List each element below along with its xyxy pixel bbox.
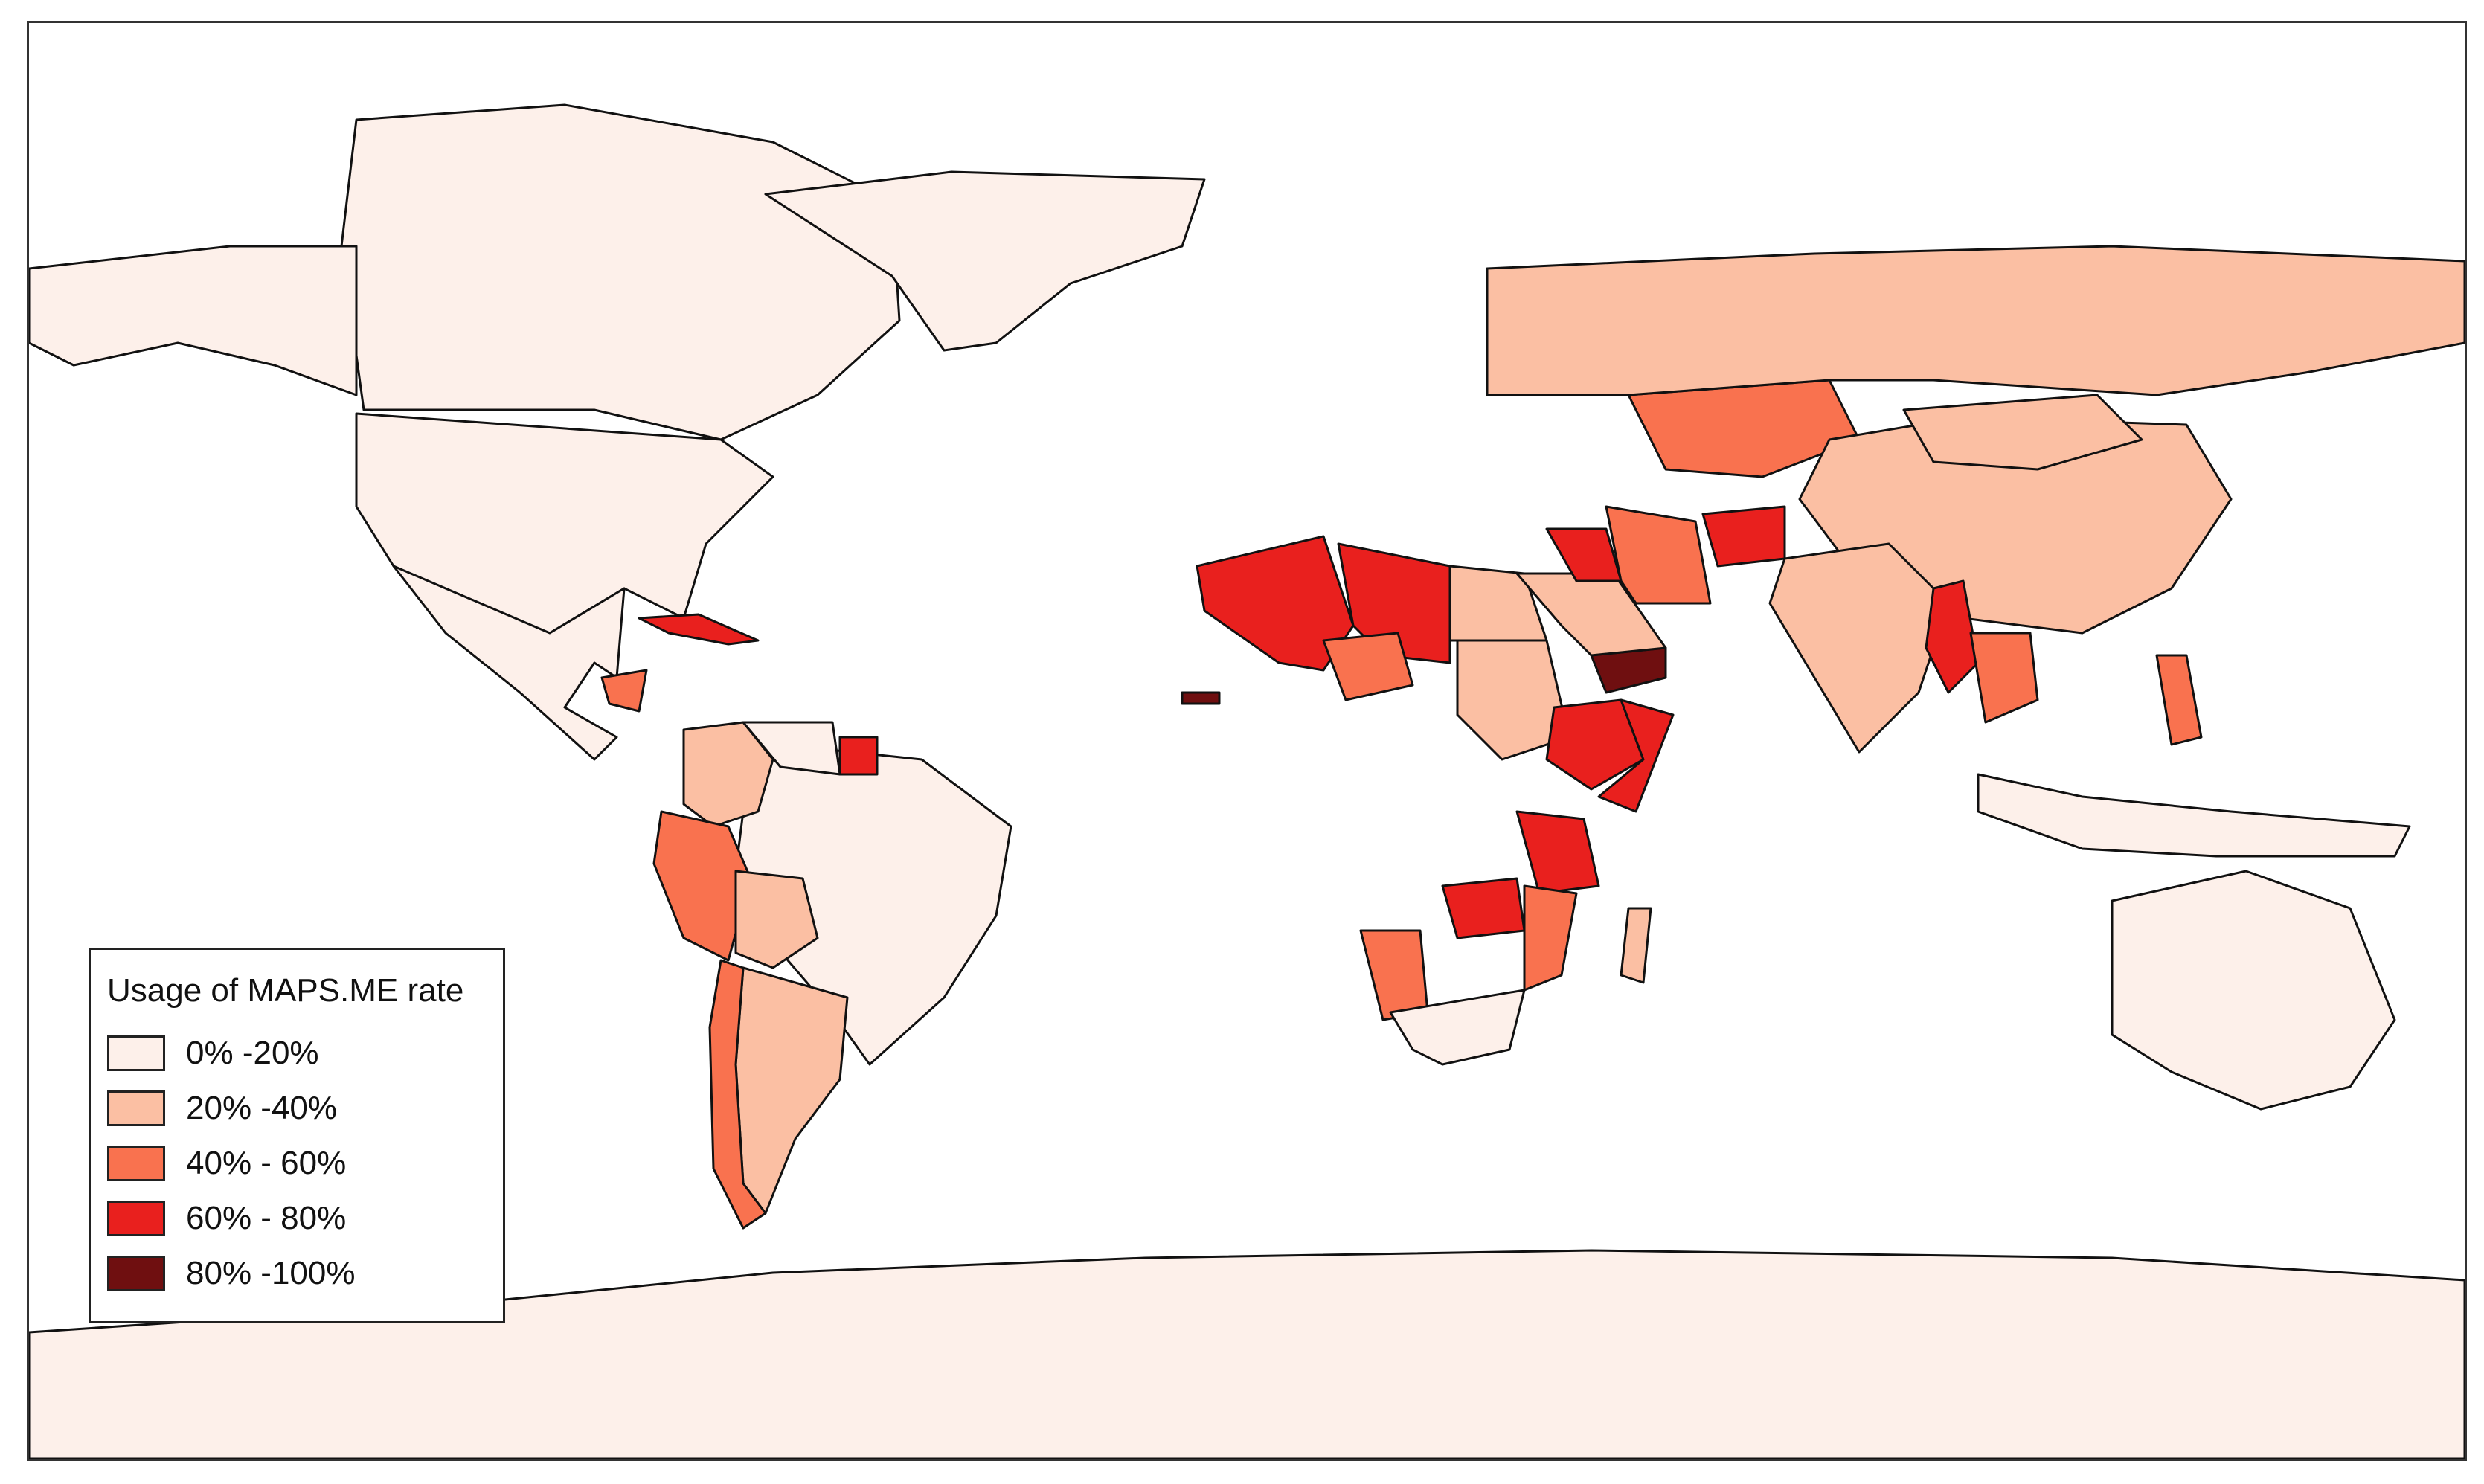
- region-sudan: [1456, 639, 1570, 761]
- region-niger: [1322, 632, 1414, 701]
- legend-row-4: 80% -100%: [107, 1246, 487, 1301]
- region-argentina: [734, 966, 849, 1215]
- region-canada: [340, 103, 901, 441]
- region-mexico: [392, 565, 626, 761]
- region-mongolia: [1902, 394, 2143, 471]
- region-alaska: [29, 245, 358, 396]
- legend-label: 80% -100%: [186, 1255, 356, 1291]
- legend-label: 0% -20%: [186, 1035, 319, 1071]
- map-legend: Usage of MAPS.ME rate 0% -20% 20% -40% 4…: [89, 948, 505, 1323]
- region-india: [1768, 542, 1950, 754]
- region-nicaragua: [600, 669, 648, 713]
- legend-row-0: 0% -20%: [107, 1026, 487, 1081]
- legend-label: 40% - 60%: [186, 1145, 347, 1181]
- region-algeria: [1196, 535, 1355, 672]
- region-afghanistan: [1701, 505, 1786, 568]
- region-south-africa: [1389, 989, 1526, 1066]
- map-frame: Usage of MAPS.ME rate 0% -20% 20% -40% 4…: [27, 21, 2467, 1461]
- region-namibia: [1359, 929, 1429, 1021]
- region-tanzania: [1515, 810, 1600, 895]
- region-indonesia: [1977, 773, 2411, 858]
- region-australia: [2111, 870, 2396, 1111]
- legend-row-1: 20% -40%: [107, 1081, 487, 1136]
- region-cuba: [638, 613, 760, 646]
- region-libya: [1337, 542, 1451, 664]
- legend-row-2: 40% - 60%: [107, 1136, 487, 1191]
- legend-label: 60% - 80%: [186, 1200, 347, 1236]
- legend-label: 20% -40%: [186, 1090, 338, 1126]
- region-mozambique: [1523, 884, 1578, 992]
- region-philippines: [2155, 654, 2203, 746]
- legend-swatch: [107, 1035, 165, 1071]
- region-iran: [1605, 505, 1712, 605]
- legend-swatch: [107, 1201, 165, 1236]
- region-bolivia: [734, 870, 819, 969]
- region-madagascar: [1620, 907, 1652, 984]
- legend-swatch: [107, 1146, 165, 1181]
- region-chile: [708, 959, 767, 1230]
- region-thailand: [1969, 632, 2039, 724]
- region-russia: [1486, 245, 2465, 396]
- legend-row-3: 60% - 80%: [107, 1191, 487, 1246]
- world-choropleth-map: [29, 103, 2465, 1459]
- legend-swatch: [107, 1090, 165, 1126]
- legend-swatch: [107, 1256, 165, 1291]
- region-suriname: [838, 736, 879, 776]
- region-peru: [652, 810, 752, 962]
- region-somalia: [1597, 698, 1675, 813]
- region-antarctica: [29, 1249, 2465, 1459]
- region-zambia: [1441, 877, 1526, 939]
- region-myanmar: [1925, 579, 1980, 694]
- region-ethiopia: [1545, 698, 1645, 791]
- legend-title: Usage of MAPS.ME rate: [107, 972, 464, 1009]
- region-greenland: [764, 170, 1206, 352]
- region-gambia: [1181, 691, 1221, 705]
